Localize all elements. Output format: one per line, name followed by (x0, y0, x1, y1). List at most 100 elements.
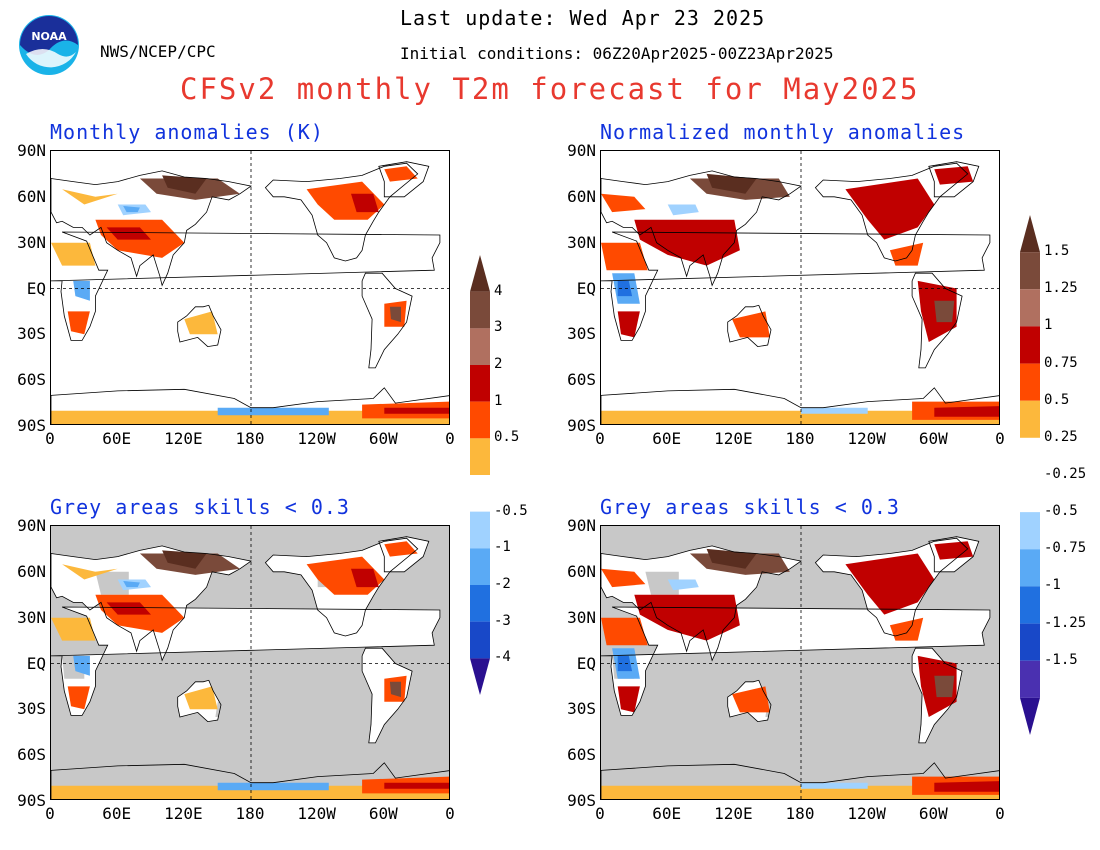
lat-label: 60N (567, 186, 596, 206)
coastline-antarctica (51, 762, 449, 799)
anomaly-area (389, 306, 401, 323)
map-canvas (601, 526, 999, 799)
anomaly-area (667, 579, 699, 591)
lat-label: 90S (17, 416, 46, 435)
lat-label: 60N (17, 561, 46, 581)
lon-label: 180 (785, 804, 815, 823)
anomaly-area (217, 782, 329, 791)
colorbar-segment (470, 365, 490, 402)
panel-title-bottom-left: Grey areas skills < 0.3 (50, 495, 350, 519)
anomaly-area (801, 782, 868, 789)
lon-label: 0 (45, 429, 55, 448)
anomaly-area (51, 617, 96, 641)
coastline-australia (177, 679, 222, 723)
anomaly-area (184, 686, 218, 710)
colorbar-segment (470, 658, 490, 695)
colorbar-segment (1020, 549, 1040, 587)
anomaly-area (601, 193, 646, 213)
anomaly-area (667, 204, 699, 216)
colorbar-label: -0.25 (1044, 466, 1087, 482)
coastline-africa (51, 606, 441, 716)
anomaly-area (732, 686, 770, 713)
anomaly-area (617, 686, 640, 713)
anomaly-area (351, 568, 379, 588)
colorbar-label: -1.5 (1044, 651, 1078, 668)
coastline-samerica (911, 647, 963, 744)
lat-label: 90S (567, 416, 596, 435)
colorbar-segment (470, 255, 490, 292)
panel-title-top-right: Normalized monthly anomalies (600, 120, 966, 144)
coastline-samerica (911, 272, 963, 369)
lat-label: 30N (567, 232, 596, 252)
anomaly-area (384, 166, 418, 182)
lon-label: 60W (918, 429, 948, 448)
lat-label: 30S (567, 699, 596, 719)
coastline-greenland (378, 536, 430, 573)
colorbar-label: 1 (1044, 317, 1053, 334)
anomaly-area (67, 311, 90, 335)
colorbar-segment (1020, 215, 1040, 253)
anomaly-area (617, 655, 633, 672)
logo-text: NOAA (31, 30, 67, 43)
coastline-africa (51, 231, 441, 341)
lat-label: 30S (17, 324, 46, 344)
anomaly-area (51, 785, 449, 799)
low-skill-area (95, 571, 129, 595)
colorbar-label: -0.5 (1044, 503, 1078, 520)
colorbar-segment (470, 401, 490, 439)
colorbar-segment (1020, 660, 1040, 698)
colorbar-segment (470, 291, 490, 329)
colorbar-label: -2 (494, 576, 511, 592)
anomaly-area (51, 410, 449, 424)
anomaly-area (801, 407, 868, 414)
coastline-australia (727, 679, 772, 723)
lon-label: 180 (235, 429, 265, 448)
colorbar-label: -4 (494, 649, 511, 666)
anomaly-area (123, 206, 140, 213)
anomaly-area (601, 410, 999, 424)
lat-label: 60S (567, 370, 596, 390)
map-skill-masked-anomalies (50, 525, 450, 800)
lat-label: 30N (567, 607, 596, 627)
colorbar-segment (1020, 437, 1040, 475)
coastline-namerica (264, 537, 419, 637)
anomaly-area (217, 407, 329, 416)
colorbar-segment (470, 511, 490, 549)
coastline-australia (727, 304, 772, 348)
colorbar-label: -1 (1044, 577, 1061, 594)
anomaly-area (617, 311, 640, 338)
map-skill-masked-normalized (600, 525, 1000, 800)
lat-label: 30N (17, 607, 46, 627)
colorbar-label: 0.5 (1044, 391, 1070, 408)
anomaly-area (934, 406, 999, 417)
anomaly-area (384, 782, 449, 789)
lon-label: 60W (368, 804, 398, 823)
map-canvas (51, 151, 449, 424)
lat-label: 90N (17, 141, 46, 160)
noaa-logo: NOAA (18, 14, 80, 76)
panel-title-bottom-right: Grey areas skills < 0.3 (600, 495, 900, 519)
anomaly-area (162, 175, 207, 194)
lon-label: 0 (445, 804, 455, 823)
colorbar-label: 1.5 (1044, 243, 1070, 260)
lon-label: 120E (164, 804, 203, 823)
anomaly-area (601, 617, 648, 646)
lat-label: 60N (567, 561, 596, 581)
lon-label: 0 (445, 429, 455, 448)
colorbar-label: 1 (494, 392, 503, 409)
lat-label: 90N (567, 516, 596, 535)
anomaly-area (62, 564, 118, 580)
lat-label: EQ (576, 278, 596, 298)
anomaly-area (351, 193, 379, 213)
lon-label: 60E (102, 804, 132, 823)
colorbar-label: -3 (494, 612, 511, 629)
lon-label: 180 (785, 429, 815, 448)
colorbar-segment (470, 475, 490, 512)
coastline-namerica (264, 162, 419, 262)
lat-label: 60S (17, 370, 46, 390)
lat-label: 90S (17, 791, 46, 810)
lon-label: 0 (995, 429, 1005, 448)
lon-label: 120W (297, 804, 336, 823)
lat-label: EQ (576, 653, 596, 673)
lon-label: 0 (45, 804, 55, 823)
